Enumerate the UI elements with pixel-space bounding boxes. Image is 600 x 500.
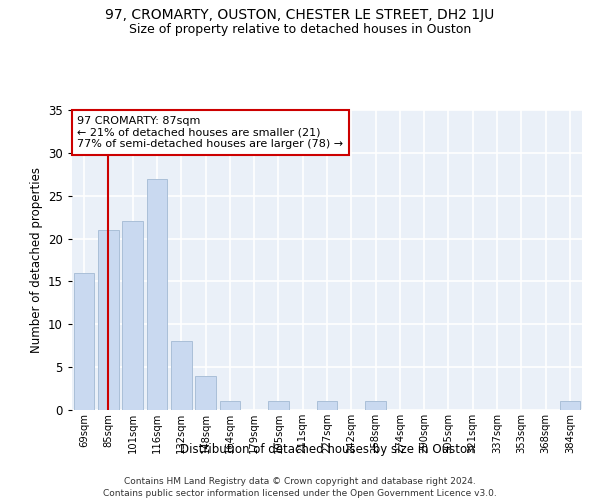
Bar: [365, 402, 386, 410]
Bar: [317, 402, 337, 410]
Bar: [171, 342, 191, 410]
Bar: [98, 230, 119, 410]
Bar: [560, 402, 580, 410]
Text: Contains HM Land Registry data © Crown copyright and database right 2024.: Contains HM Land Registry data © Crown c…: [124, 478, 476, 486]
Bar: [146, 178, 167, 410]
Text: Size of property relative to detached houses in Ouston: Size of property relative to detached ho…: [129, 22, 471, 36]
Bar: [122, 222, 143, 410]
Text: 97, CROMARTY, OUSTON, CHESTER LE STREET, DH2 1JU: 97, CROMARTY, OUSTON, CHESTER LE STREET,…: [106, 8, 494, 22]
Y-axis label: Number of detached properties: Number of detached properties: [29, 167, 43, 353]
Bar: [74, 273, 94, 410]
Bar: [195, 376, 216, 410]
Bar: [220, 402, 240, 410]
Text: 97 CROMARTY: 87sqm
← 21% of detached houses are smaller (21)
77% of semi-detache: 97 CROMARTY: 87sqm ← 21% of detached hou…: [77, 116, 343, 149]
Text: Distribution of detached houses by size in Ouston: Distribution of detached houses by size …: [179, 442, 475, 456]
Bar: [268, 402, 289, 410]
Text: Contains public sector information licensed under the Open Government Licence v3: Contains public sector information licen…: [103, 489, 497, 498]
